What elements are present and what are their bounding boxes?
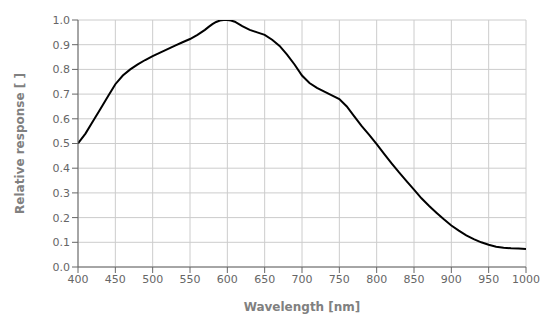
svg-text:900: 900 [441,273,462,286]
svg-text:1000: 1000 [512,273,540,286]
svg-text:400: 400 [68,273,89,286]
svg-text:0.1: 0.1 [53,236,71,249]
svg-text:0.0: 0.0 [53,261,71,274]
svg-text:Wavelength [nm]: Wavelength [nm] [244,300,361,314]
svg-text:500: 500 [142,273,163,286]
svg-text:600: 600 [217,273,238,286]
svg-text:750: 750 [329,273,350,286]
svg-text:850: 850 [404,273,425,286]
svg-text:450: 450 [105,273,126,286]
svg-text:Relative response [ ]: Relative response [ ] [13,73,27,214]
svg-text:800: 800 [366,273,387,286]
svg-text:0.7: 0.7 [53,88,71,101]
svg-text:0.4: 0.4 [53,162,71,175]
svg-text:550: 550 [180,273,201,286]
svg-text:0.8: 0.8 [53,63,71,76]
svg-text:0.3: 0.3 [53,187,71,200]
svg-text:700: 700 [292,273,313,286]
svg-text:650: 650 [254,273,275,286]
svg-text:0.2: 0.2 [53,212,71,225]
svg-text:0.6: 0.6 [53,113,71,126]
svg-text:0.5: 0.5 [53,137,71,150]
svg-text:950: 950 [478,273,499,286]
svg-text:0.9: 0.9 [53,39,71,52]
svg-text:1.0: 1.0 [53,14,71,27]
